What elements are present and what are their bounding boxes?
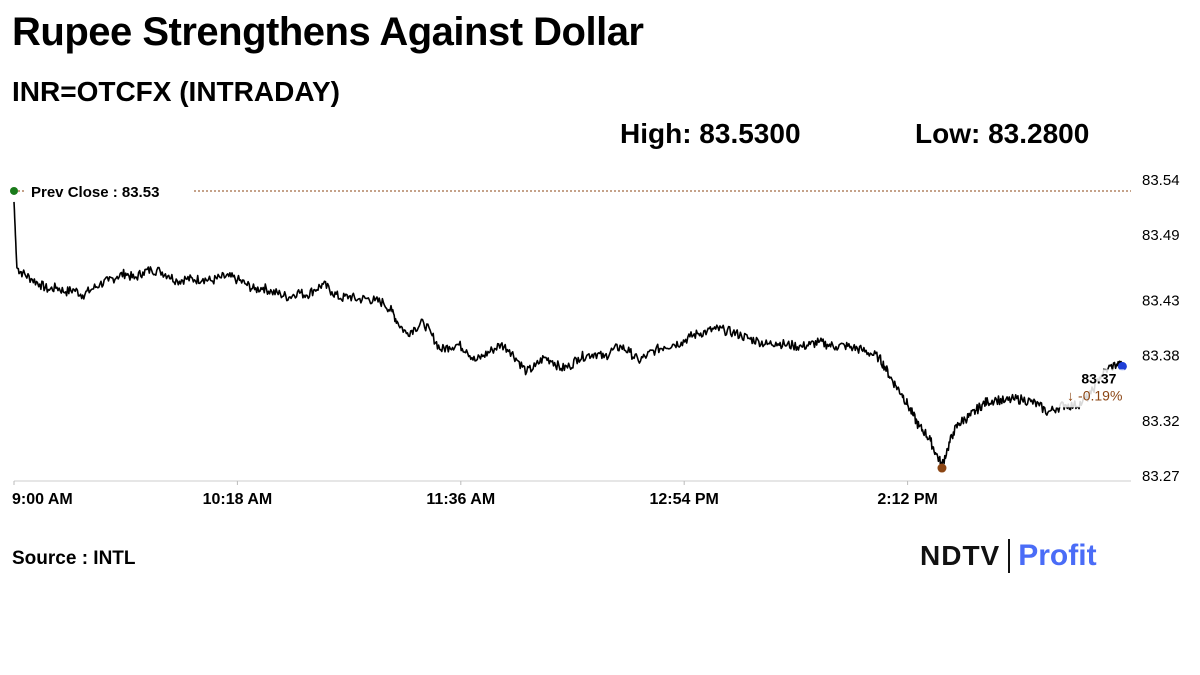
y-tick-label: 83.49 <box>1142 227 1180 244</box>
logo-divider <box>1008 539 1011 573</box>
last-value-label: 83.37 <box>1081 370 1116 386</box>
logo-ndtv-text: NDTV <box>920 540 1001 571</box>
source-note: Source : INTL <box>12 548 136 569</box>
x-tick-label: 11:36 AM <box>426 491 495 508</box>
y-tick-label: 83.32 <box>1142 413 1180 430</box>
start-marker <box>10 186 18 195</box>
y-tick-label: 83.54 <box>1142 172 1180 189</box>
last-value-backdrop <box>1054 369 1125 408</box>
x-axis: 9:00 AM 10:18 AM 11:36 AM 12:54 PM 2:12 PM <box>12 481 938 508</box>
low-marker <box>937 463 947 473</box>
x-tick-label: 10:18 AM <box>203 491 273 508</box>
y-tick-label: 83.38 <box>1142 347 1180 364</box>
price-series-line <box>13 201 1124 468</box>
chart-title: Rupee Strengthens Against Dollar <box>12 10 644 54</box>
last-value-marker <box>1117 361 1127 371</box>
high-value: High: 83.5300 <box>620 118 801 149</box>
x-tick-label: 9:00 AM <box>12 491 73 508</box>
x-tick-label: 2:12 PM <box>877 491 937 508</box>
prev-close-label: Prev Close : 83.53 <box>31 184 159 201</box>
low-value: Low: 83.2800 <box>915 118 1090 149</box>
y-tick-label: 83.43 <box>1142 293 1180 310</box>
change-label: ↓ -0.19% <box>1067 387 1122 403</box>
x-tick-label: 12:54 PM <box>650 491 719 508</box>
y-tick-label: 83.27 <box>1142 468 1180 485</box>
y-axis: 83.54 83.49 83.43 83.38 83.32 83.27 <box>1142 172 1180 485</box>
prev-close-label-backdrop <box>26 180 194 201</box>
logo-profit-text: Profit <box>1018 539 1097 572</box>
chart-subtitle: INR=OTCFX (INTRADAY) <box>12 76 340 107</box>
ndtv-profit-logo: NDTV Profit <box>920 536 1097 576</box>
